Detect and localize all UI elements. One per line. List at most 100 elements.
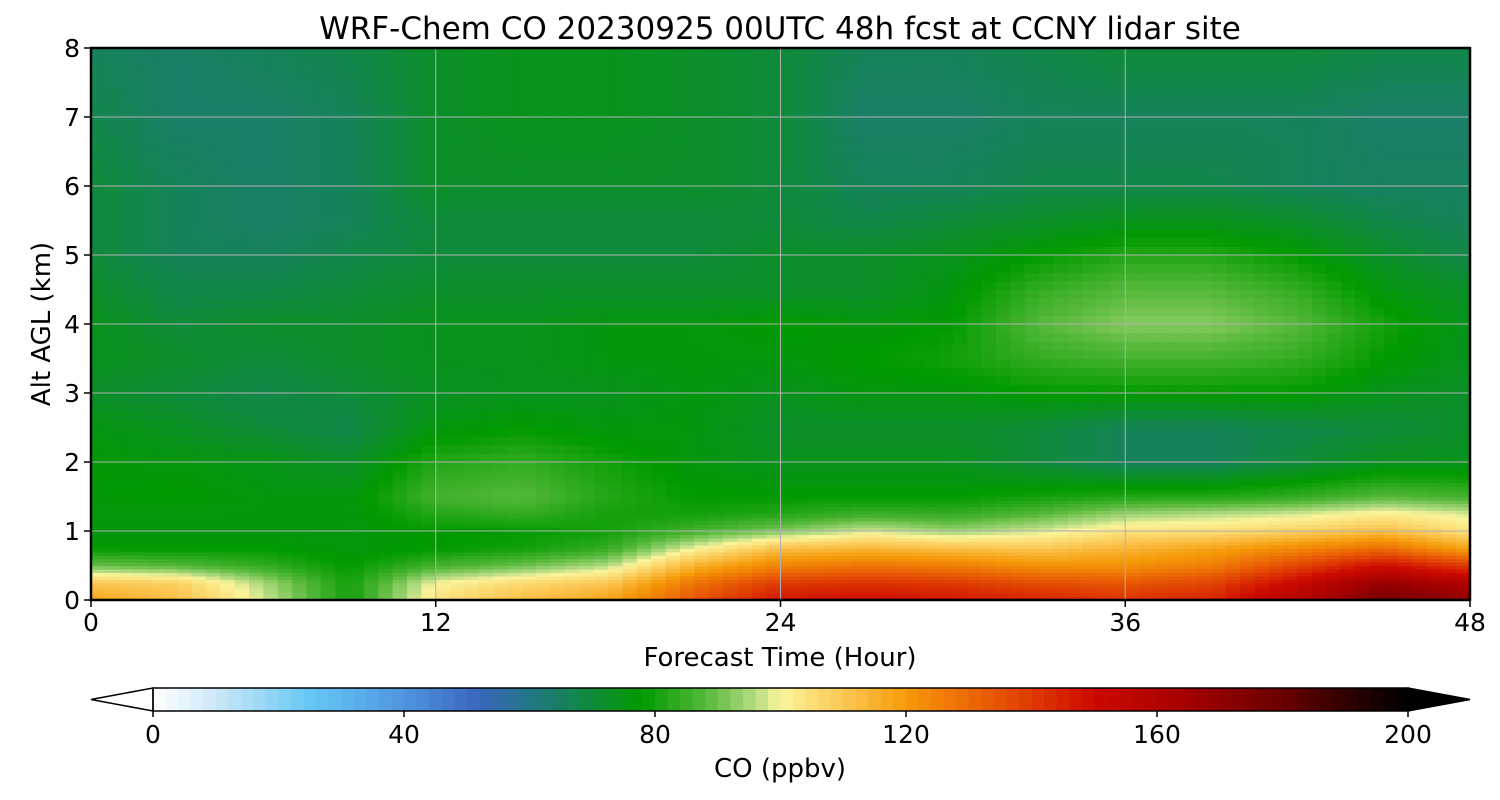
heatmap-cell xyxy=(852,493,868,498)
heatmap-cell xyxy=(320,475,336,480)
heatmap-cell xyxy=(349,168,365,178)
heatmap-cell xyxy=(349,263,365,273)
heatmap-cell xyxy=(507,246,523,256)
heatmap-cell xyxy=(780,482,796,487)
heatmap-cell xyxy=(363,555,379,560)
heatmap-cell xyxy=(162,134,178,144)
heatmap-cell xyxy=(565,562,580,567)
heatmap-cell xyxy=(809,444,825,454)
heatmap-cell xyxy=(780,91,796,101)
heatmap-cell xyxy=(263,194,279,204)
heatmap-cell xyxy=(335,332,351,342)
heatmap-cell xyxy=(622,531,638,536)
heatmap-cell xyxy=(608,272,624,282)
heatmap-cell xyxy=(665,255,681,265)
heatmap-cell xyxy=(593,513,609,518)
heatmap-cell xyxy=(694,73,710,84)
heatmap-cell xyxy=(751,160,767,170)
heatmap-cell xyxy=(191,582,207,587)
heatmap-cell xyxy=(636,168,652,178)
heatmap-cell xyxy=(292,134,308,144)
heatmap-cell xyxy=(608,531,624,536)
heatmap-cell xyxy=(119,558,135,563)
heatmap-cell xyxy=(349,229,365,239)
heatmap-cell xyxy=(435,177,451,187)
heatmap-cell xyxy=(464,565,480,570)
heatmap-cell xyxy=(162,229,178,239)
heatmap-cell xyxy=(679,579,695,584)
heatmap-cell xyxy=(435,465,451,470)
heatmap-cell xyxy=(277,168,293,178)
heatmap-cell xyxy=(378,134,394,144)
heatmap-cell xyxy=(349,510,365,515)
heatmap-cell xyxy=(134,503,150,508)
heatmap-cell xyxy=(679,510,695,515)
heatmap-cell xyxy=(708,541,724,546)
heatmap-cell xyxy=(507,410,523,420)
heatmap-cell xyxy=(780,65,796,75)
heatmap-cell xyxy=(622,579,638,584)
heatmap-cell xyxy=(881,108,897,118)
heatmap-cell xyxy=(780,558,796,563)
heatmap-cell xyxy=(636,513,652,518)
heatmap-cell xyxy=(450,324,466,334)
heatmap-cell xyxy=(809,134,825,144)
heatmap-cell xyxy=(694,436,710,446)
heatmap-cell xyxy=(292,524,308,529)
heatmap-cell xyxy=(421,280,437,291)
heatmap-cell xyxy=(292,298,308,308)
heatmap-cell xyxy=(608,527,624,532)
heatmap-cell xyxy=(852,531,868,536)
heatmap-cell xyxy=(881,544,897,549)
heatmap-cell xyxy=(306,91,322,101)
heatmap-cell xyxy=(694,367,710,377)
heatmap-cell xyxy=(593,272,609,282)
heatmap-cell xyxy=(349,524,365,529)
heatmap-cell xyxy=(464,73,480,84)
heatmap-cell xyxy=(162,486,178,491)
heatmap-cell xyxy=(507,358,523,368)
heatmap-cell xyxy=(421,375,437,385)
heatmap-cell xyxy=(478,237,494,247)
heatmap-cell xyxy=(162,582,178,587)
heatmap-cell xyxy=(837,56,853,66)
heatmap-cell xyxy=(881,572,897,577)
heatmap-cell xyxy=(349,289,365,299)
heatmap-cell xyxy=(723,48,738,58)
heatmap-cell xyxy=(622,586,638,591)
heatmap-cell xyxy=(349,503,365,508)
heatmap-cell xyxy=(579,427,595,437)
heatmap-cell xyxy=(866,220,882,230)
heatmap-cell xyxy=(162,499,178,504)
heatmap-cell xyxy=(636,486,652,491)
heatmap-cell xyxy=(593,280,609,291)
heatmap-cell xyxy=(148,489,164,494)
heatmap-cell xyxy=(148,203,164,213)
heatmap-cell xyxy=(550,410,566,420)
heatmap-cell xyxy=(134,544,150,549)
heatmap-cell xyxy=(148,418,164,429)
heatmap-cell xyxy=(507,506,523,511)
heatmap-cell xyxy=(751,562,767,567)
heatmap-cell xyxy=(435,142,451,153)
heatmap-cell xyxy=(550,306,566,316)
heatmap-cell xyxy=(306,142,322,153)
heatmap-cell xyxy=(435,289,451,299)
heatmap-cell xyxy=(320,229,336,239)
heatmap-cell xyxy=(392,48,408,58)
heatmap-cell xyxy=(550,160,566,170)
heatmap-cell xyxy=(148,349,164,360)
heatmap-cell xyxy=(651,517,667,522)
heatmap-cell xyxy=(723,475,738,480)
heatmap-cell xyxy=(766,596,782,600)
heatmap-cell xyxy=(177,220,193,230)
heatmap-cell xyxy=(723,194,738,204)
heatmap-cell xyxy=(234,548,250,553)
heatmap-cell xyxy=(881,358,897,368)
heatmap-cell xyxy=(105,472,121,477)
heatmap-cell xyxy=(679,82,695,92)
heatmap-cell xyxy=(464,134,480,144)
heatmap-cell xyxy=(608,589,624,594)
heatmap-cell xyxy=(421,496,437,501)
heatmap-cell xyxy=(91,203,106,213)
